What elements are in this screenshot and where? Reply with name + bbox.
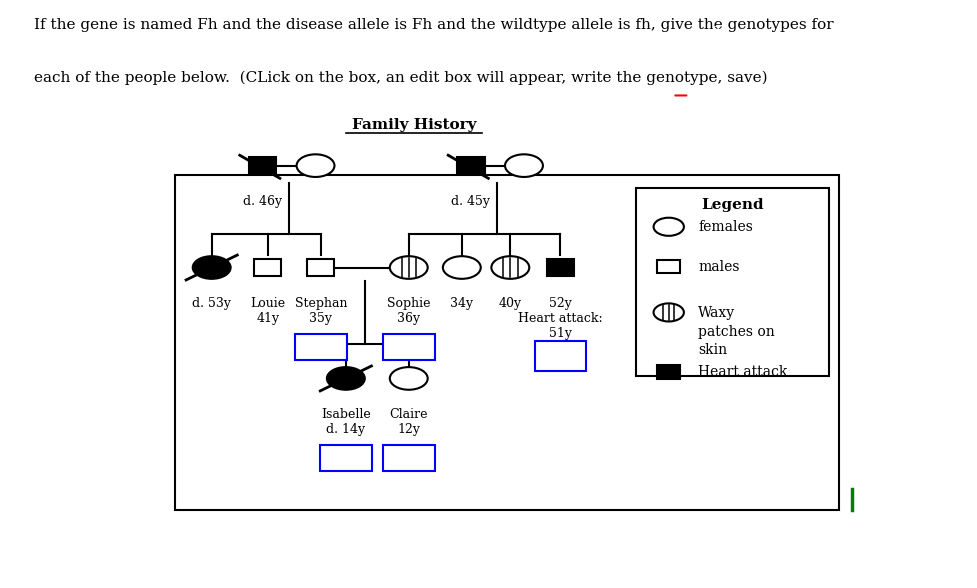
Circle shape <box>390 367 427 390</box>
Text: males: males <box>698 260 739 273</box>
Text: 34y: 34y <box>449 297 473 310</box>
Text: Isabelle
d. 14y: Isabelle d. 14y <box>320 408 370 436</box>
Circle shape <box>653 303 683 322</box>
Text: d. 45y: d. 45y <box>451 195 489 208</box>
Text: Louie
41y: Louie 41y <box>250 297 285 325</box>
Bar <box>534 341 585 370</box>
Circle shape <box>504 154 542 177</box>
Circle shape <box>192 256 231 279</box>
Bar <box>254 259 281 276</box>
Bar <box>248 158 276 174</box>
Bar <box>657 365 679 379</box>
Bar <box>307 259 334 276</box>
Text: Waxy
patches on
skin: Waxy patches on skin <box>698 306 774 358</box>
Bar <box>295 333 346 360</box>
Text: Family History: Family History <box>352 118 476 132</box>
Circle shape <box>326 367 364 390</box>
Bar <box>319 445 371 471</box>
Text: Legend: Legend <box>701 198 763 212</box>
Circle shape <box>490 256 529 279</box>
Text: d. 53y: d. 53y <box>192 297 231 310</box>
Text: If the gene is named Fh and the disease allele is Fh and the wildtype allele is : If the gene is named Fh and the disease … <box>34 18 833 32</box>
Text: Sophie
36y: Sophie 36y <box>387 297 430 325</box>
Circle shape <box>653 218 683 236</box>
Text: fh: fh <box>709 26 725 41</box>
Bar <box>457 158 484 174</box>
Bar <box>383 445 434 471</box>
Circle shape <box>443 256 481 279</box>
Bar <box>546 259 573 276</box>
Text: 40y: 40y <box>498 297 522 310</box>
Bar <box>175 175 837 510</box>
Text: Stephan
35y: Stephan 35y <box>294 297 347 325</box>
Text: Claire
12y: Claire 12y <box>389 408 428 436</box>
Text: 52y
Heart attack:
51y: 52y Heart attack: 51y <box>518 297 602 340</box>
Circle shape <box>296 154 334 177</box>
Text: each of the people below.  (CLick on the box, an edit box will appear, write the: each of the people below. (CLick on the … <box>34 71 767 85</box>
Bar <box>635 188 828 376</box>
Text: Heart attack: Heart attack <box>698 365 786 379</box>
Bar <box>657 260 679 273</box>
Text: females: females <box>698 220 752 234</box>
Bar <box>383 333 434 360</box>
Text: d. 46y: d. 46y <box>242 195 281 208</box>
Circle shape <box>390 256 427 279</box>
